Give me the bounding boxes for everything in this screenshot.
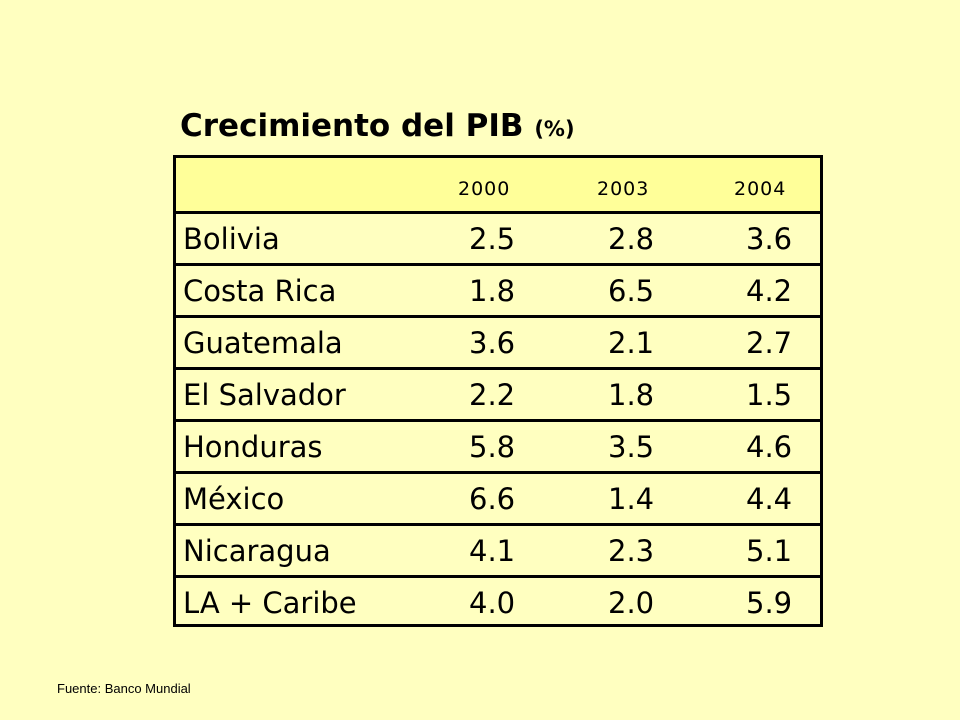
table-cell: 1.4 xyxy=(608,482,655,516)
title-text: Crecimiento del PIB xyxy=(180,108,524,144)
table-cell: 4.1 xyxy=(469,534,516,568)
table-cell: 1.8 xyxy=(608,378,655,412)
table-cell: 4.2 xyxy=(746,274,793,308)
row-label: Costa Rica xyxy=(183,274,337,308)
table-cell: 2.3 xyxy=(608,534,655,568)
row-label: México xyxy=(183,482,285,516)
table-cell: 3.5 xyxy=(608,430,655,464)
table-row: Bolivia 2.5 2.8 3.6 xyxy=(176,214,820,266)
table-row: El Salvador 2.2 1.8 1.5 xyxy=(176,370,820,422)
table-row: México 6.6 1.4 4.4 xyxy=(176,474,820,526)
table-cell: 2.1 xyxy=(608,326,655,360)
table-cell: 6.6 xyxy=(469,482,516,516)
table-cell: 3.6 xyxy=(746,222,793,256)
table-cell: 2.8 xyxy=(608,222,655,256)
table-cell: 4.6 xyxy=(746,430,793,464)
chart-title: Crecimiento del PIB (%) xyxy=(180,108,575,144)
row-label: Guatemala xyxy=(183,326,343,360)
row-label: Bolivia xyxy=(183,222,280,256)
row-label: Honduras xyxy=(183,430,323,464)
table-cell: 5.8 xyxy=(469,430,516,464)
table-cell: 1.5 xyxy=(746,378,793,412)
table-cell: 4.4 xyxy=(746,482,793,516)
table-cell: 2.2 xyxy=(469,378,516,412)
gdp-growth-table: 2000 2003 2004 Bolivia 2.5 2.8 3.6 Costa Ric… xyxy=(173,155,823,627)
table-row: Guatemala 3.6 2.1 2.7 xyxy=(176,318,820,370)
table-cell: 4.0 xyxy=(469,586,516,620)
table-cell: 6.5 xyxy=(608,274,655,308)
source-note: Fuente: Banco Mundial xyxy=(57,681,191,696)
column-header: 2003 xyxy=(597,178,650,200)
table-row: LA + Caribe 4.0 2.0 5.9 xyxy=(176,578,820,630)
table-row: Nicaragua 4.1 2.3 5.1 xyxy=(176,526,820,578)
table-cell: 2.5 xyxy=(469,222,516,256)
row-label: LA + Caribe xyxy=(183,586,357,620)
row-label: Nicaragua xyxy=(183,534,331,568)
table-cell: 3.6 xyxy=(469,326,516,360)
table-cell: 1.8 xyxy=(469,274,516,308)
title-unit: (%) xyxy=(534,117,575,141)
table-cell: 5.1 xyxy=(746,534,793,568)
table-row: Costa Rica 1.8 6.5 4.2 xyxy=(176,266,820,318)
table-cell: 5.9 xyxy=(746,586,793,620)
column-header: 2000 xyxy=(458,178,511,200)
column-header: 2004 xyxy=(734,178,787,200)
table-cell: 2.7 xyxy=(746,326,793,360)
table-cell: 2.0 xyxy=(608,586,655,620)
table-header-row: 2000 2003 2004 xyxy=(176,158,820,214)
row-label: El Salvador xyxy=(183,378,346,412)
table-row: Honduras 5.8 3.5 4.6 xyxy=(176,422,820,474)
